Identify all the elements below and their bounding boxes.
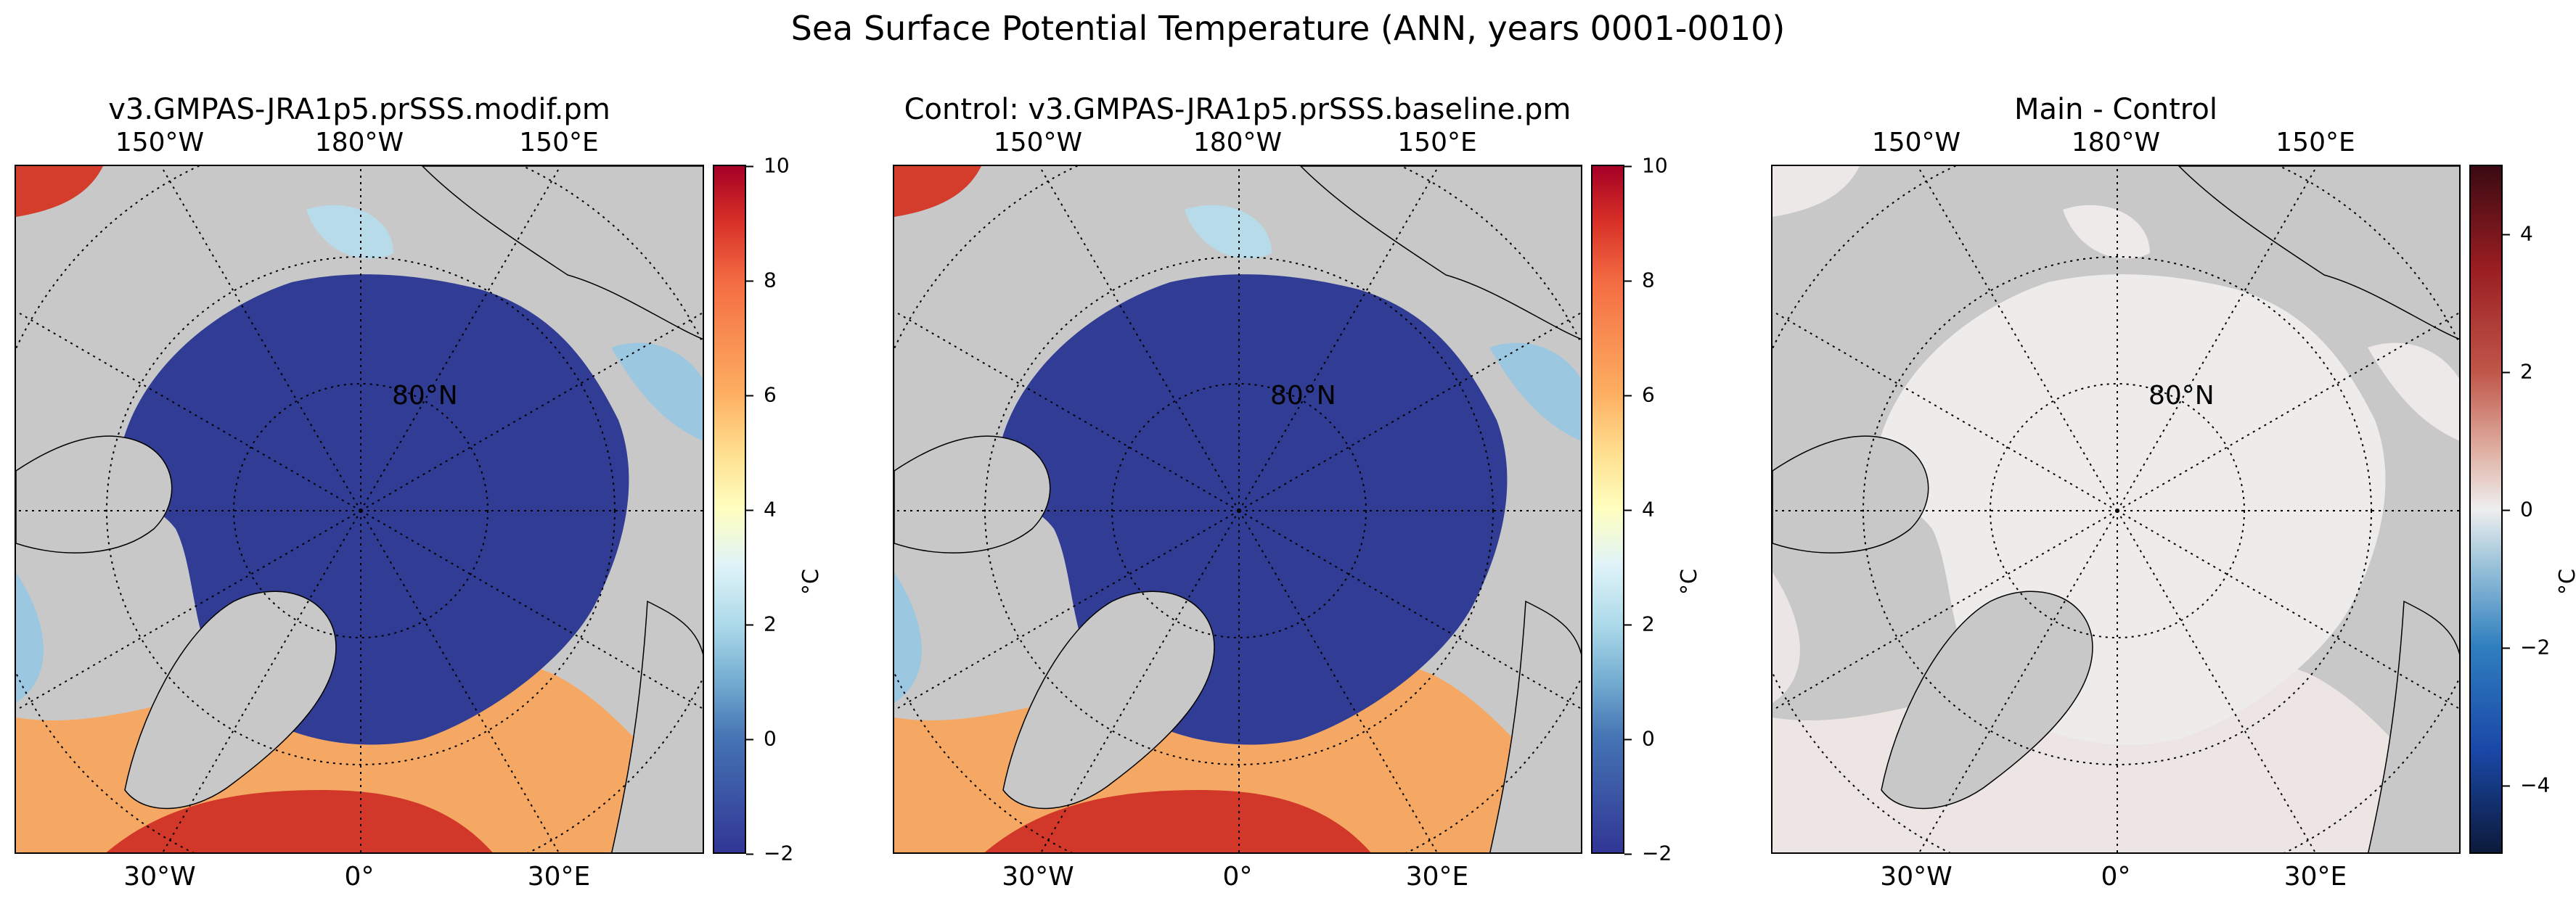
colorbar-tick: 4 [2503, 222, 2533, 246]
colorbar-tick: 8 [746, 268, 777, 292]
colorbar-tick: 2 [746, 612, 777, 636]
map-panel-difference: Main - Control 150°W 180°W 150°E [1771, 87, 2576, 900]
colorbar-tick: 4 [746, 498, 777, 522]
scandinavia-landmass [1489, 600, 1581, 852]
lon-label-top: 150°W [993, 128, 1083, 157]
shelf-water [1489, 342, 1581, 441]
colorbar [713, 165, 746, 854]
shelf-water [894, 572, 922, 703]
figure-suptitle: Sea Surface Potential Temperature (ANN, … [790, 9, 1786, 48]
lon-label-bottom: 30°W [1002, 862, 1074, 892]
shelf-water [1185, 205, 1272, 259]
polar-map [1771, 165, 2461, 854]
polar-map [893, 165, 1582, 854]
difference-ocean [1772, 572, 1800, 703]
colorbar-tick: 2 [2503, 360, 2533, 384]
lon-label-top: 150°W [1871, 128, 1961, 157]
lon-label-bottom: 30°W [123, 862, 196, 892]
shelf-water [611, 342, 703, 441]
pacific-warm [894, 166, 981, 217]
warm-ocean-core [984, 790, 1371, 852]
lon-label-bottom: 0° [344, 862, 375, 892]
lon-label-top: 150°E [2276, 128, 2355, 157]
scandinavia-landmass [611, 600, 703, 852]
difference-ocean [1772, 166, 1860, 217]
eurasia-landmass [2178, 166, 2459, 340]
colorbar [2469, 165, 2503, 854]
colorbar-tick: 10 [746, 154, 790, 178]
greenland-landmass [1881, 591, 2093, 810]
lon-label-bottom: 30°E [527, 862, 591, 892]
colorbar-tick: −2 [2502, 635, 2550, 659]
difference-ocean [2063, 205, 2150, 259]
difference-ocean [2368, 342, 2459, 441]
colorbar-unit: °C [2555, 569, 2576, 595]
eurasia-landmass [1299, 166, 1581, 340]
colorbar-tick: 2 [1624, 612, 1655, 636]
lon-label-bottom: 30°E [1405, 862, 1469, 892]
eurasia-landmass [421, 166, 703, 340]
graticule [1772, 166, 2459, 852]
lon-label-top: 150°E [1397, 128, 1477, 157]
panel-title: Control: v3.GMPAS-JRA1p5.prSSS.baseline.… [904, 93, 1571, 126]
lon-label-bottom: 30°E [2283, 862, 2347, 892]
shelf-water [306, 205, 393, 259]
colorbar-tick: 6 [746, 383, 777, 407]
graticule [894, 166, 1581, 852]
archipelago-landmass [1772, 435, 1929, 554]
greenland-landmass [124, 591, 337, 810]
map-panel-control: Control: v3.GMPAS-JRA1p5.prSSS.baseline.… [893, 87, 1778, 900]
archipelago-landmass [894, 435, 1051, 554]
lon-label-top: 150°W [115, 128, 205, 157]
shelf-water [16, 572, 44, 703]
colorbar-tick: −4 [2502, 773, 2550, 797]
colorbar-tick: 6 [1624, 383, 1655, 407]
colorbar-tick: 8 [1624, 268, 1655, 292]
lon-label-bottom: 30°W [1880, 862, 1953, 892]
archipelago-landmass [16, 435, 173, 554]
polar-map [15, 165, 704, 854]
colorbar-tick: −2 [745, 842, 793, 865]
lon-label-bottom: 0° [1222, 862, 1253, 892]
colorbar-unit: °C [1677, 569, 1702, 595]
colorbar-tick: 0 [1624, 727, 1655, 751]
colorbar-tick: 0 [2503, 498, 2533, 522]
panel-title: Main - Control [2014, 93, 2217, 126]
lat-label: 80°N [1270, 381, 1336, 411]
scandinavia-landmass [2368, 600, 2459, 852]
lat-label: 80°N [2148, 381, 2215, 411]
colorbar-tick: 4 [1624, 498, 1655, 522]
lon-label-top: 150°E [519, 128, 599, 157]
panel-title: v3.GMPAS-JRA1p5.prSSS.modif.pm [108, 93, 610, 126]
graticule [16, 166, 703, 852]
colorbar [1591, 165, 1624, 854]
lon-label-top: 180°W [2071, 128, 2161, 157]
colorbar-tick: 10 [1624, 154, 1668, 178]
map-panel-main: v3.GMPAS-JRA1p5.prSSS.modif.pm 150°W 180… [15, 87, 900, 900]
pacific-warm [16, 166, 103, 217]
colorbar-unit: °C [798, 569, 824, 595]
warm-ocean-core [106, 790, 493, 852]
colorbar-tick: −2 [1624, 842, 1672, 865]
colorbar-tick: 0 [746, 727, 777, 751]
greenland-landmass [1002, 591, 1215, 810]
lon-label-bottom: 0° [2101, 862, 2131, 892]
lon-label-top: 180°W [1193, 128, 1283, 157]
lat-label: 80°N [392, 381, 458, 411]
lon-label-top: 180°W [314, 128, 404, 157]
